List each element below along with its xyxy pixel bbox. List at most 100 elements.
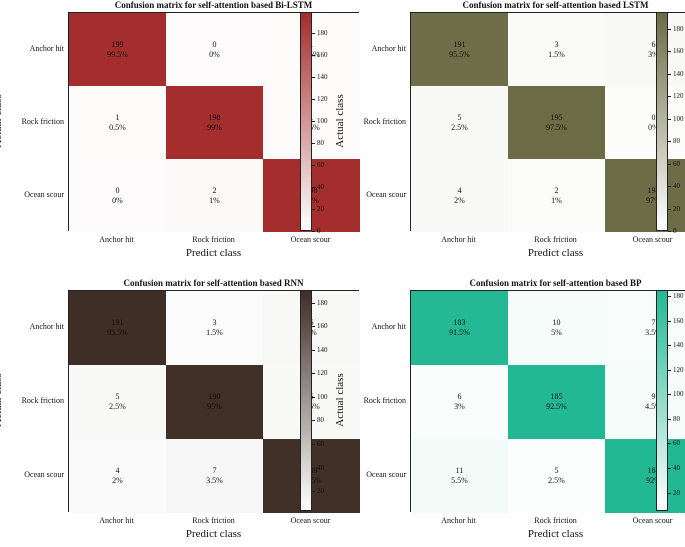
cell-percent: 0% xyxy=(648,122,659,132)
colorbar-tick-mark xyxy=(312,142,315,144)
colorbar-tick-label: 80 xyxy=(673,137,680,146)
cell-count: 3 xyxy=(212,318,217,327)
matrix-cell-r3-c2: 2 1% xyxy=(166,159,263,232)
colorbar-tick-label: 100 xyxy=(317,116,328,125)
cell-count: 1 xyxy=(115,112,120,122)
colorbar-tick-label: 0 xyxy=(317,227,321,235)
colorbar xyxy=(656,12,668,231)
colorbar-tick-mark xyxy=(668,492,671,494)
y-axis-label: Actual class xyxy=(0,373,4,427)
colorbar-tick-mark xyxy=(312,420,315,422)
cell-percent: 92.5% xyxy=(546,402,567,411)
cell-count: 3 xyxy=(554,39,559,49)
colorbar-tick-mark xyxy=(668,96,671,98)
colorbar-tick-label: 160 xyxy=(673,47,684,56)
colorbar-tick-label: 140 xyxy=(673,69,684,78)
colorbar-tick-label: 40 xyxy=(317,182,324,191)
colorbar-tick-label: 160 xyxy=(317,50,328,59)
colorbar-tick-mark xyxy=(312,76,315,78)
matrix-cell-r3-c2: 7 3.5% xyxy=(166,439,263,513)
cell-count: 190 xyxy=(208,392,221,401)
cell-count: 195 xyxy=(550,112,563,122)
colorbar-tick-mark xyxy=(312,208,315,210)
cell-count: 5 xyxy=(457,112,462,122)
column-label: Rock friction xyxy=(192,235,235,244)
cell-count: 5 xyxy=(554,466,559,475)
cell-count: 185 xyxy=(550,392,563,401)
row-label: Ocean scour xyxy=(366,470,406,479)
colorbar-tick-mark xyxy=(312,54,315,56)
cell-percent: 3% xyxy=(454,402,465,411)
matrix-cell-r2-c2: 198 99% xyxy=(166,86,263,159)
cell-percent: 3% xyxy=(648,49,659,59)
colorbar-tick-mark xyxy=(312,349,315,351)
colorbar-tick-mark xyxy=(668,418,671,420)
cell-count: 6 xyxy=(651,39,656,49)
cell-percent: 5% xyxy=(551,328,562,337)
colorbar-tick-label: 60 xyxy=(317,439,324,448)
cell-count: 183 xyxy=(453,318,466,327)
row-label: Rock friction xyxy=(363,116,406,126)
matrix-cell-r2-c2: 190 95% xyxy=(166,365,263,439)
matrix-cell-r1-c3: 7 3.5% xyxy=(605,291,685,365)
y-axis-label: Actual class xyxy=(334,93,346,148)
row-label: Ocean scour xyxy=(24,189,64,199)
matrix-cell-r2-c1: 5 2.5% xyxy=(411,86,508,159)
x-axis-label: Predict class xyxy=(185,247,242,259)
matrix-cell-r3-c3: 184 92% xyxy=(605,439,685,513)
matrix-cell-r3-c1: 0 0% xyxy=(69,159,166,232)
colorbar-tick-mark xyxy=(668,163,671,165)
colorbar-tick-mark xyxy=(312,98,315,100)
colorbar-tick-label: 100 xyxy=(673,114,684,123)
cell-percent: 3.5% xyxy=(206,476,223,485)
cell-percent: 1.5% xyxy=(206,328,223,337)
colorbar-tick-label: 60 xyxy=(673,439,680,448)
x-axis-label: Predict class xyxy=(185,528,242,540)
colorbar-tick-mark xyxy=(668,51,671,53)
cell-percent: 97% xyxy=(646,195,661,205)
colorbar-tick-label: 180 xyxy=(317,28,328,37)
colorbar-tick-label: 20 xyxy=(317,204,324,213)
cell-count: 184 xyxy=(647,466,660,475)
cell-count: 199 xyxy=(111,39,124,49)
matrix-grid: 191 95.5% 3 1.5% 6 3% 5 2.5% 195 97.5% 0 0% 4 2% 2 1% 19… xyxy=(410,12,685,232)
matrix-grid: 19999.5%00%10.5%10.5%19899%10.5%00%21%19… xyxy=(68,12,360,232)
colorbar-tick-mark xyxy=(312,120,315,122)
colorbar-tick-mark xyxy=(312,491,315,493)
cell-count: 6 xyxy=(457,392,462,401)
matrix-cell-r2-c2: 195 97.5% xyxy=(508,86,605,159)
column-label: Anchor hit xyxy=(99,516,134,525)
cell-percent: 95% xyxy=(207,402,222,411)
chart-title: Confusion matrix for self-attention base… xyxy=(123,278,304,288)
cell-count: 4 xyxy=(115,466,120,475)
matrix-cell-r1-c1: 183 91.5% xyxy=(411,291,508,365)
cell-percent: 2% xyxy=(112,476,123,485)
cell-count: 2 xyxy=(554,185,559,195)
cell-count: 5 xyxy=(115,392,120,401)
matrix-cell-r2-c1: 6 3% xyxy=(411,365,508,439)
x-axis-label: Predict class xyxy=(527,528,584,540)
matrix-cell-r2-c3: 9 4.5% xyxy=(605,365,685,439)
column-label: Ocean scour xyxy=(632,516,673,525)
colorbar-tick-mark xyxy=(312,186,315,188)
colorbar-tick-mark xyxy=(668,468,671,470)
colorbar-tick-label: 40 xyxy=(673,182,680,191)
matrix-cell-r1-c1: 191 95.5% xyxy=(411,13,508,86)
matrix-cell-r2-c1: 1 0.5% xyxy=(69,86,166,159)
row-label: Rock friction xyxy=(363,396,406,405)
row-label: Ocean scour xyxy=(24,470,64,479)
matrix-cell-r1-c2: 10 5% xyxy=(508,291,605,365)
column-label: Rock friction xyxy=(192,516,235,525)
cell-percent: 1% xyxy=(209,195,220,205)
column-label: Ocean scour xyxy=(290,516,331,525)
colorbar-tick-label: 20 xyxy=(673,488,680,497)
colorbar-tick-mark xyxy=(668,208,671,210)
colorbar-tick-mark xyxy=(668,369,671,371)
matrix-cell-r3-c1: 4 2% xyxy=(69,439,166,513)
colorbar-tick-mark xyxy=(668,296,671,298)
cell-count: 191 xyxy=(111,318,124,327)
row-label: Rock friction xyxy=(21,396,64,405)
matrix-cell-r2-c2: 185 92.5% xyxy=(508,365,605,439)
colorbar-tick-label: 180 xyxy=(317,298,328,307)
